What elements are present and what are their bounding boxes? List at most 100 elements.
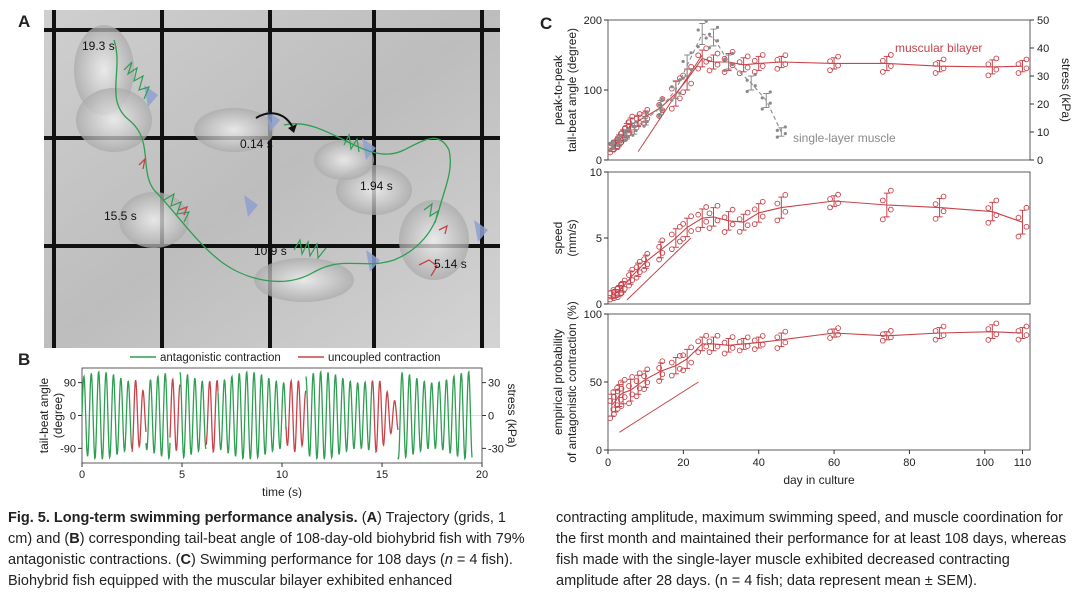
data-point [623,131,627,135]
data-point [887,327,894,334]
y-tick-label: 100 [584,85,602,97]
data-point [887,52,894,58]
data-point [608,148,612,152]
data-point [722,68,727,73]
data-point [641,373,647,379]
data-point [940,208,947,215]
data-point [619,133,623,137]
data-point [985,72,992,79]
data-point [706,349,713,355]
data-point [688,344,694,351]
data-point [659,96,666,102]
data-point [678,78,682,82]
data-point [887,334,894,341]
data-point [611,295,617,302]
data-point [695,338,702,345]
data-point [879,69,886,75]
data-point [670,98,674,102]
data-point [626,134,631,139]
data-point [715,39,720,43]
data-point [611,394,617,400]
data-point [621,394,628,400]
data-point [659,250,666,256]
data-point [721,229,728,235]
data-point [695,226,702,233]
data-point [616,143,620,148]
data-point [689,67,693,72]
data-point [626,119,632,126]
data-point [751,57,758,64]
data-point [985,219,992,226]
data-point [1023,204,1030,211]
fin-shape [362,138,376,160]
data-point [618,281,625,288]
data-point [633,378,640,384]
fit-line [626,237,692,301]
data-point [696,45,700,49]
data-point [614,285,621,292]
data-point [680,352,686,359]
data-point [614,405,621,412]
data-point [932,61,939,67]
data-point [736,59,743,65]
data-point [641,386,647,393]
data-point [607,290,614,297]
data-point [695,211,702,218]
data-point [688,228,694,234]
data-point [614,388,621,395]
data-point [1015,70,1022,76]
data-point [641,256,647,263]
antagonistic-trace [397,369,473,461]
data-point [835,331,841,338]
data-point [656,113,663,119]
uncoupled-trace [131,379,147,453]
data-point [644,261,651,268]
x-tick-label: 10 [276,469,288,481]
data-point [629,113,636,120]
y2-axis-label: stress (kPa) [1059,58,1073,122]
data-point [985,61,992,68]
data-point [774,345,781,351]
data-point [668,231,675,238]
data-point [634,120,638,124]
y2-tick-label: 30 [488,378,500,390]
data-point [775,128,779,132]
data-point [668,246,675,253]
data-point [633,264,640,270]
trajectory-path-green-2 [123,61,439,260]
antagonistic-trace [81,370,133,461]
data-point [714,61,721,68]
data-point [827,204,833,211]
data-point [714,202,721,209]
data-point [993,331,1000,338]
y-tick-label: 100 [584,309,602,321]
data-point [608,143,612,147]
data-point [703,45,710,52]
data-point [611,140,615,144]
data-point [618,385,625,392]
data-point [721,350,728,357]
x-axis-label: time (s) [262,485,302,498]
data-point [1015,336,1022,343]
data-point [659,371,666,378]
data-point [660,97,664,101]
data-point [993,320,1000,327]
y2-tick-label: 30 [1037,71,1049,83]
data-point [656,101,663,108]
y-axis-label-unit: (degree) [51,393,65,438]
fish-silhouette [194,108,274,152]
y2-axis-label: stress (kPa) [505,383,519,447]
data-point [714,50,721,57]
data-point [695,65,702,72]
data-point [782,192,789,198]
data-point [703,343,710,350]
y-tick-label: 0 [596,299,602,311]
x-tick-label: 110 [1014,457,1032,469]
data-point [619,140,623,144]
x-tick-label: 80 [903,457,915,469]
timestamp-label: 5.14 s [434,257,467,271]
antagonistic-trace [179,372,207,460]
data-point [782,339,789,346]
data-point [618,290,625,297]
x-tick-label: 0 [79,469,85,481]
